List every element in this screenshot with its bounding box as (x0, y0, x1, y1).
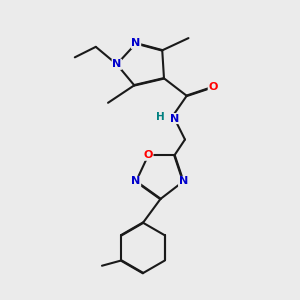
Text: O: O (144, 150, 153, 160)
Text: N: N (131, 38, 141, 48)
Text: N: N (131, 176, 141, 187)
Text: H: H (156, 112, 165, 122)
Text: N: N (112, 59, 122, 69)
Text: O: O (208, 82, 218, 92)
Text: N: N (170, 113, 179, 124)
Text: N: N (178, 176, 188, 187)
